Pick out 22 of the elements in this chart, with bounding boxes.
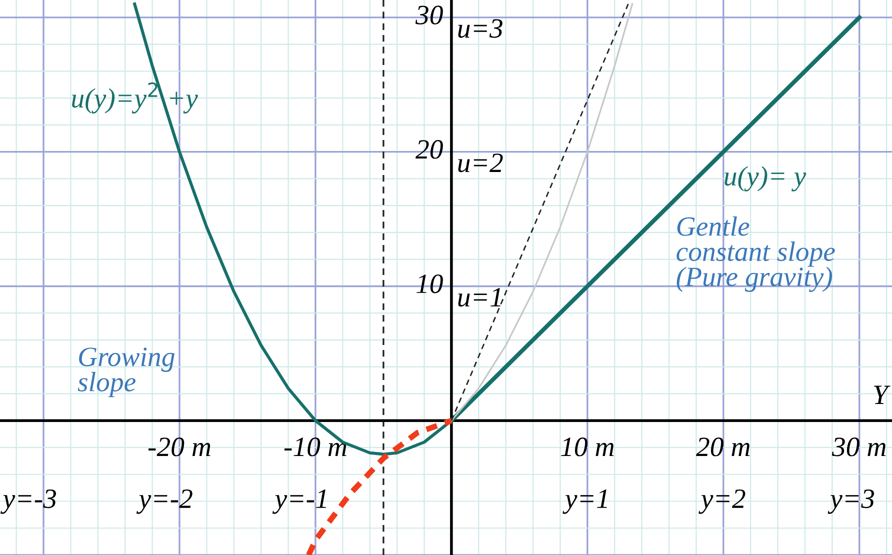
y-tick-label: 10	[416, 274, 443, 294]
x-tick-label: -10 m	[284, 438, 346, 456]
annotation: y=-3	[0, 489, 56, 514]
x-tick-label: 30 m	[832, 438, 886, 456]
y-tick-label: 30	[415, 6, 443, 24]
series-label: u(y)= y	[724, 166, 806, 192]
annotation: u=3	[458, 19, 502, 38]
annotation: y=-1	[272, 490, 326, 514]
y-tick-label: 20	[416, 140, 443, 159]
annotation: u=1	[458, 288, 500, 307]
x-axis-title: Y	[874, 386, 890, 404]
annotation: y=2	[698, 489, 746, 514]
x-tick-label: 10 m	[561, 438, 614, 456]
annotation: Gentle constant slope (Pure gravity)	[676, 216, 835, 292]
annotation: y=3	[828, 489, 874, 514]
x-tick-label: 20 m	[696, 438, 750, 456]
x-tick-label: -20 m	[148, 438, 210, 456]
series-label: u(y)=y$^{2}$ +y	[72, 82, 198, 114]
annotation: y=1	[562, 490, 607, 514]
annotation: y=-2	[136, 489, 192, 514]
annotation: Growing slope	[78, 348, 174, 398]
annotation: u=2	[458, 154, 503, 172]
